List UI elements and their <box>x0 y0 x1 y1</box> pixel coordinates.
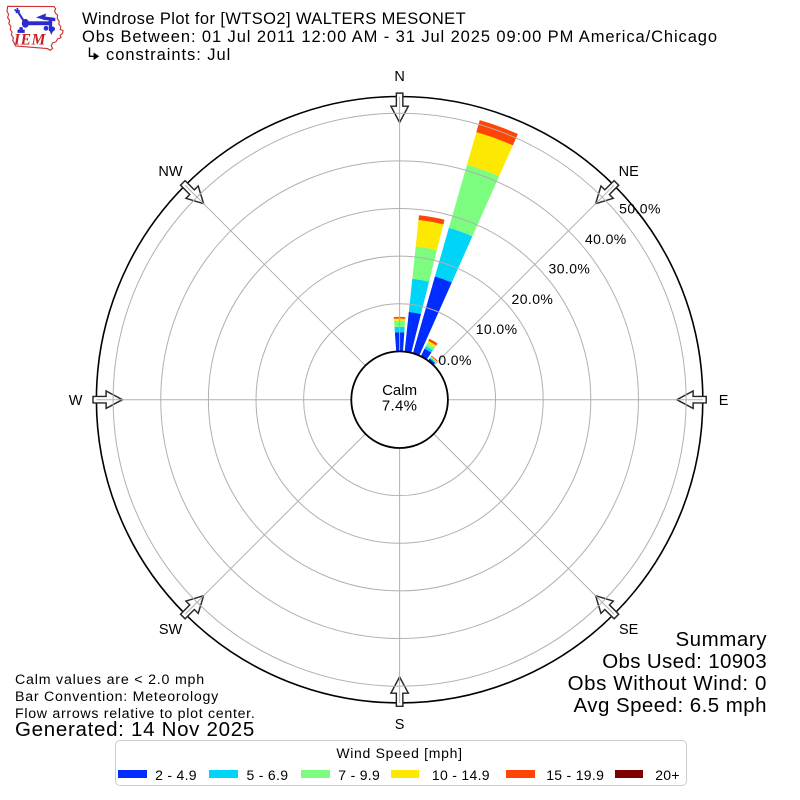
svg-text:NW: NW <box>158 164 182 180</box>
svg-text:Calm: Calm <box>382 382 417 399</box>
svg-text:N: N <box>394 69 404 85</box>
svg-text:40.0%: 40.0% <box>585 231 627 247</box>
svg-text:7.4%: 7.4% <box>382 398 417 415</box>
svg-text:0.0%: 0.0% <box>438 352 472 368</box>
svg-text:20.0%: 20.0% <box>512 291 554 307</box>
svg-text:50.0%: 50.0% <box>619 201 661 217</box>
svg-text:30.0%: 30.0% <box>549 261 591 277</box>
svg-text:IEM: IEM <box>13 31 47 48</box>
svg-text:NE: NE <box>619 164 639 180</box>
svg-text:W: W <box>69 393 83 409</box>
svg-text:SE: SE <box>619 622 639 638</box>
svg-text:10.0%: 10.0% <box>476 321 518 337</box>
svg-text:E: E <box>719 393 729 409</box>
svg-text:SW: SW <box>159 622 183 638</box>
svg-text:S: S <box>395 717 405 733</box>
